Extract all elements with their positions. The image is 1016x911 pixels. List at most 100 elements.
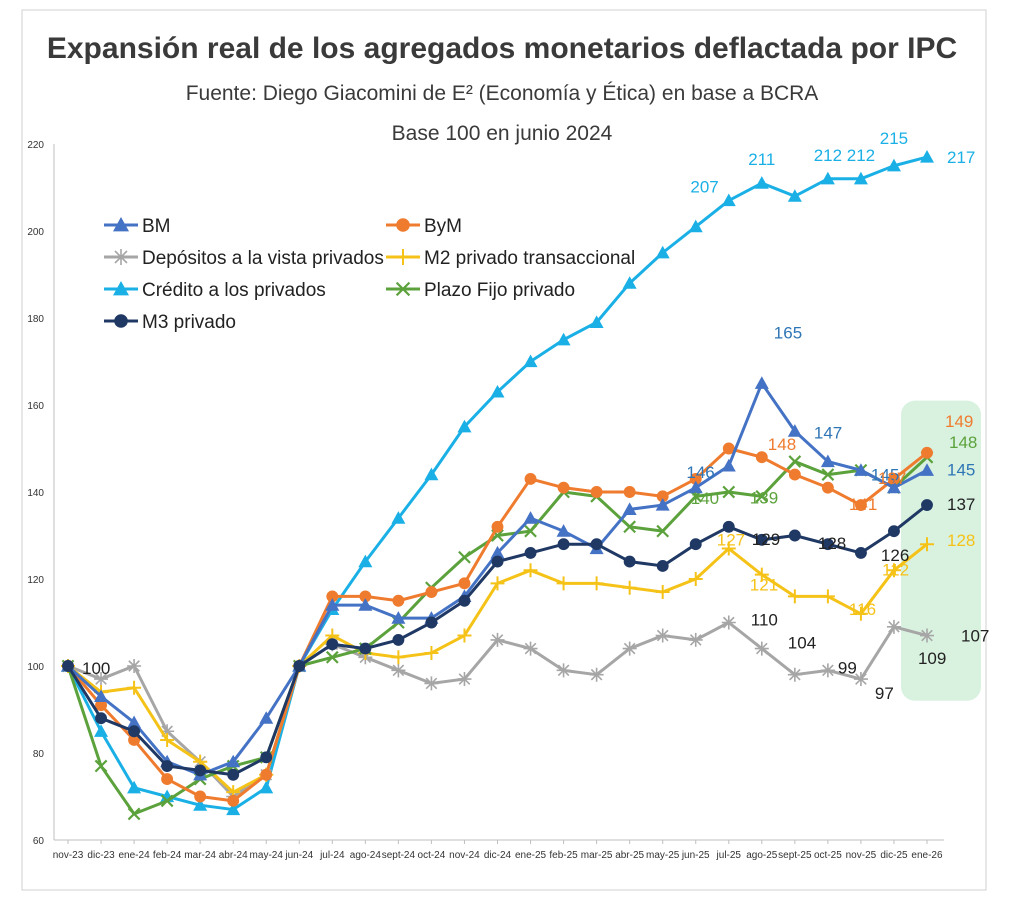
data-point xyxy=(128,734,141,746)
x-tick-label: dic-25 xyxy=(880,850,908,861)
data-label-m2-privado-transaccional: 127 xyxy=(717,531,745,550)
x-tick-label: nov-24 xyxy=(449,850,480,861)
data-point xyxy=(160,724,175,739)
data-point xyxy=(226,754,241,768)
y-tick-label: 100 xyxy=(27,662,44,673)
data-point xyxy=(457,672,472,687)
data-point xyxy=(589,315,604,328)
data-point xyxy=(920,628,934,643)
y-tick-label: 80 xyxy=(33,749,45,760)
data-point xyxy=(161,760,174,772)
data-label-m3-privado: 137 xyxy=(947,495,975,514)
y-tick-label: 120 xyxy=(27,575,44,586)
data-point xyxy=(590,538,603,551)
y-tick-label: 200 xyxy=(27,227,44,238)
data-point xyxy=(325,598,340,611)
data-point xyxy=(656,560,669,572)
data-point xyxy=(259,711,274,724)
chart-border xyxy=(21,9,987,891)
series-layer xyxy=(61,150,934,821)
data-point xyxy=(722,485,736,499)
y-tick-label: 160 xyxy=(27,401,44,412)
data-label-m3-privado: 100 xyxy=(82,659,110,678)
data-point xyxy=(260,751,273,764)
data-point xyxy=(227,794,240,807)
data-point xyxy=(853,672,868,687)
x-tick-label: nov-25 xyxy=(846,850,877,861)
data-point xyxy=(226,802,241,816)
data-label-bm: 146 xyxy=(686,463,714,482)
data-point xyxy=(358,598,373,611)
legend-label: M3 privado xyxy=(142,312,236,333)
data-point xyxy=(425,616,438,629)
legend-label: Plazo Fijo privado xyxy=(424,280,575,301)
x-axis-ticks: nov-23 dic-23 ene-24 feb-24 mar-24 abr-24 may-… xyxy=(53,840,943,861)
data-label-credito-a-los-privados: 211 xyxy=(748,150,775,169)
legend-marker xyxy=(113,249,129,265)
data-point xyxy=(128,725,141,738)
x-tick-label: abr-24 xyxy=(219,850,248,861)
x-tick-label: ene-25 xyxy=(515,850,547,861)
x-tick-label: ago-24 xyxy=(350,850,382,861)
legend-marker xyxy=(395,281,411,297)
x-tick-label: mar-24 xyxy=(184,850,216,861)
data-point xyxy=(524,524,537,538)
data-point xyxy=(623,555,636,568)
data-point xyxy=(820,663,835,678)
data-point xyxy=(523,354,538,368)
legend-marker xyxy=(113,281,129,296)
data-point xyxy=(888,525,900,538)
data-point xyxy=(326,590,339,603)
data-point xyxy=(490,576,505,591)
legend-item: BM xyxy=(104,216,171,237)
data-point xyxy=(721,615,736,630)
data-point xyxy=(788,529,801,542)
data-point xyxy=(392,594,405,607)
data-point xyxy=(391,663,406,678)
data-point xyxy=(754,641,769,656)
data-point xyxy=(94,672,109,687)
data-point xyxy=(721,193,736,207)
data-label-m2-privado-transaccional: 128 xyxy=(947,531,975,550)
data-label-bym: 148 xyxy=(768,435,796,454)
data-labels: 100 207 211 212 212 215 217 165 146 147 145 145 148 1… xyxy=(82,129,989,703)
data-label-m2-privado-transaccional: 116 xyxy=(849,600,876,619)
data-point xyxy=(392,633,405,646)
data-point xyxy=(523,641,538,656)
x-tick-label: may-25 xyxy=(646,850,680,861)
legend-marker xyxy=(114,314,128,328)
data-point xyxy=(622,502,637,515)
data-point xyxy=(854,499,867,511)
data-point xyxy=(359,642,372,655)
legend-item: Crédito a los privados xyxy=(104,280,326,301)
x-tick-label: jun-25 xyxy=(681,850,710,861)
data-point xyxy=(854,546,867,559)
data-point xyxy=(788,455,802,468)
data-point xyxy=(524,473,537,485)
data-point xyxy=(490,632,505,647)
data-point xyxy=(590,486,603,498)
data-point xyxy=(391,511,406,524)
data-point xyxy=(886,563,901,578)
legend-label: BM xyxy=(142,216,171,237)
y-axis-ticks: 60 80 100 120 140 160 180 200 220 xyxy=(27,140,44,847)
data-point xyxy=(623,520,637,534)
data-label-bym: 149 xyxy=(945,412,973,431)
data-point xyxy=(127,715,142,729)
data-point xyxy=(920,537,934,552)
data-label-m2-privado-transaccional: 121 xyxy=(750,576,778,595)
x-tick-label: jul-25 xyxy=(716,850,742,861)
x-tick-label: mar-25 xyxy=(581,850,613,861)
data-point xyxy=(491,555,504,568)
data-point xyxy=(359,590,372,603)
x-tick-label: sept-24 xyxy=(382,850,416,861)
data-point xyxy=(886,619,901,634)
y-tick-label: 220 xyxy=(27,140,44,151)
data-point xyxy=(523,563,538,578)
data-point xyxy=(358,554,373,568)
data-point xyxy=(589,667,604,682)
data-point xyxy=(160,794,174,808)
legend-item: M2 privado transaccional xyxy=(386,248,635,269)
